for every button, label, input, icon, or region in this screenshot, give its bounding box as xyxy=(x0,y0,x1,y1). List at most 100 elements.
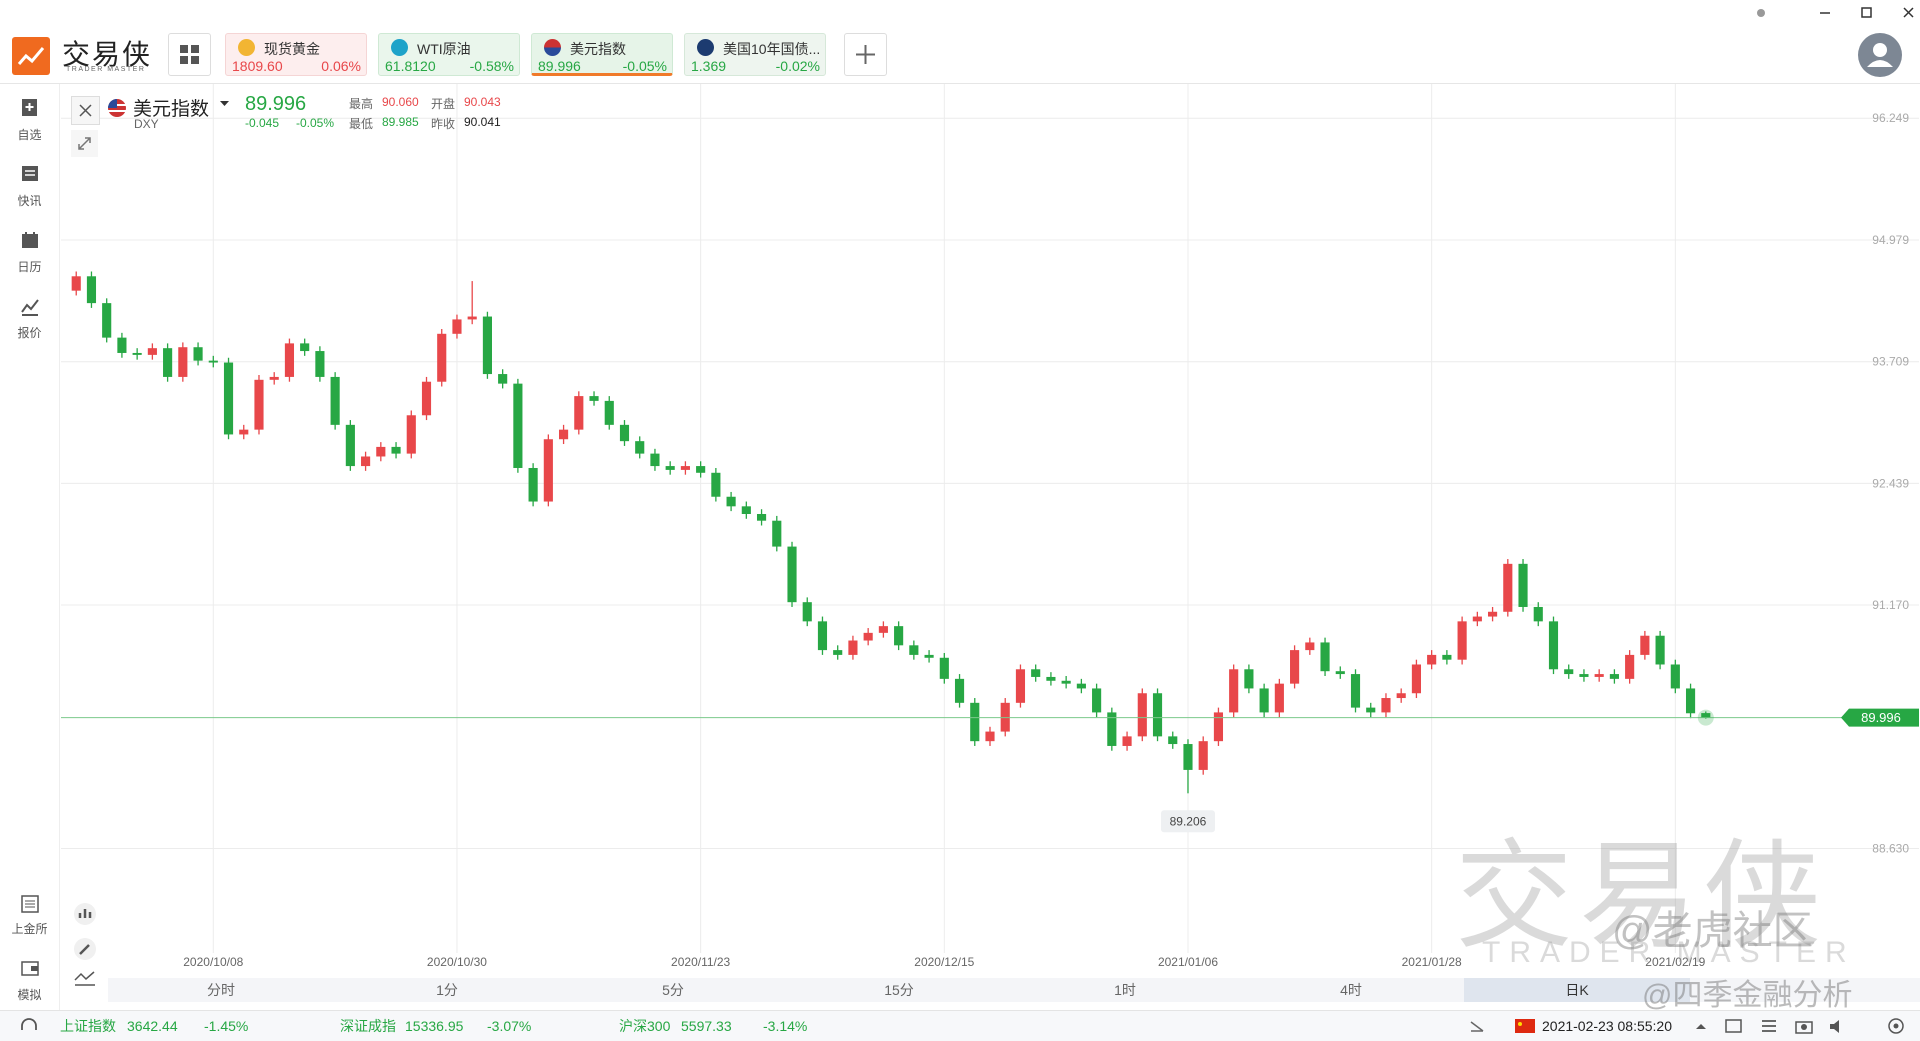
candle-body xyxy=(970,702,980,742)
candle-body xyxy=(345,424,355,467)
candle-body xyxy=(269,376,279,380)
timeframe-tab[interactable]: 5分 xyxy=(662,982,684,998)
watermark-sub: TRADER MASTER xyxy=(1482,936,1856,969)
add-tab-button[interactable] xyxy=(844,33,887,76)
stat-value: 90.060 xyxy=(382,95,419,109)
tab-name: 美元指数 xyxy=(570,41,626,57)
candle-body xyxy=(513,383,523,468)
candle-body xyxy=(498,374,508,384)
index-value: 15336.95 xyxy=(405,1018,464,1034)
candle-body xyxy=(650,453,660,467)
index-value: 3642.44 xyxy=(127,1018,178,1034)
candle-body xyxy=(772,520,782,547)
candle-body xyxy=(437,333,447,382)
headset-icon[interactable] xyxy=(20,1018,38,1034)
candle-body xyxy=(559,429,569,440)
sidebar-label[interactable]: 快讯 xyxy=(17,194,42,208)
shrink-button[interactable] xyxy=(71,130,98,157)
tab-name: 现货黄金 xyxy=(264,41,320,57)
candle-body xyxy=(848,640,858,655)
sidebar-icon[interactable] xyxy=(20,230,40,250)
candle-body xyxy=(117,337,127,353)
sidebar-icon[interactable] xyxy=(20,164,40,184)
candle-body xyxy=(223,362,234,435)
index-name[interactable]: 深证成指 xyxy=(340,1018,396,1034)
watermark: 交易侠 xyxy=(1455,831,1828,963)
credit: @四季金融分析 xyxy=(1642,979,1853,1012)
quote-tab[interactable]: 美国10年国债... 1.369 -0.02% xyxy=(684,33,826,76)
timeframe-tab-selected[interactable]: 日K xyxy=(1464,978,1690,1002)
tab-change: 0.06% xyxy=(321,58,361,74)
price-change-pct: -0.05% xyxy=(296,116,335,130)
x-tick-label: 2020/10/30 xyxy=(427,955,487,969)
stat-value: 90.041 xyxy=(464,115,501,129)
min-price-box xyxy=(1160,810,1215,833)
grid-icon xyxy=(180,45,199,64)
timeframe-tab[interactable]: 1分 xyxy=(436,982,458,998)
candle-body xyxy=(787,546,797,603)
timeframe-tab[interactable]: 15分 xyxy=(884,982,914,998)
quote-tab[interactable]: WTI原油 61.8120 -0.58% xyxy=(378,33,520,76)
candle-body xyxy=(985,731,995,742)
tab-change: -0.05% xyxy=(622,58,667,74)
candle-body xyxy=(574,396,584,430)
candle-body xyxy=(528,467,538,502)
instrument-name[interactable]: 美元指数 xyxy=(133,99,210,120)
sidebar-icon[interactable] xyxy=(20,296,40,316)
candle-body xyxy=(1442,654,1452,660)
last-price: 89.996 xyxy=(245,93,307,115)
index-name[interactable]: 沪深300 xyxy=(619,1018,671,1034)
candle-body xyxy=(1670,664,1680,689)
chart-tools[interactable] xyxy=(72,902,98,998)
candle-body xyxy=(1411,664,1421,694)
candle-body xyxy=(1061,680,1071,684)
dropdown-caret[interactable] xyxy=(220,100,230,108)
x-tick-label: 2021/01/06 xyxy=(1158,955,1218,969)
status-icons[interactable] xyxy=(1696,1017,1916,1035)
candle-body xyxy=(1366,707,1376,713)
quote-tab-selected[interactable]: 美元指数 89.996 -0.05% xyxy=(531,33,673,76)
candle-body xyxy=(147,348,157,355)
sidebar-icon[interactable] xyxy=(20,958,40,978)
timeframe-tab[interactable]: 分时 xyxy=(207,982,235,998)
index-name[interactable]: 上证指数 xyxy=(60,1018,116,1034)
candle-body xyxy=(467,316,477,320)
candle-body xyxy=(1305,642,1315,651)
candle-body xyxy=(1564,669,1574,675)
tab-price: 1.369 xyxy=(691,58,727,74)
sidebar-label[interactable]: 模拟 xyxy=(17,988,42,1002)
sidebar-icon[interactable] xyxy=(20,98,40,118)
sidebar-label[interactable]: 自选 xyxy=(17,128,42,142)
candle-body xyxy=(482,316,492,375)
header: 交易侠 TRADER MASTER 现货黄金 1809.60 0.06% WTI… xyxy=(0,0,1920,84)
layout-button[interactable] xyxy=(168,33,211,76)
candle-body xyxy=(635,441,645,454)
timeframe-tab[interactable]: 1时 xyxy=(1114,982,1136,998)
candle-body xyxy=(391,446,401,454)
stat-label: 最高 xyxy=(349,97,374,111)
candle-body xyxy=(726,496,736,507)
plus-icon xyxy=(856,45,875,64)
candle-body xyxy=(604,400,614,425)
sidebar-label[interactable]: 上金所 xyxy=(11,922,48,936)
sidebar-label[interactable]: 报价 xyxy=(17,326,42,340)
avatar[interactable] xyxy=(1857,32,1903,78)
candle-body xyxy=(1092,688,1102,713)
timeframe-tab[interactable]: 4时 xyxy=(1340,982,1362,998)
candle-body xyxy=(1594,674,1604,677)
sidebar-label[interactable]: 日历 xyxy=(17,260,42,274)
candle-body xyxy=(330,376,340,425)
tab-icon xyxy=(391,39,408,56)
sidebar: 自选 快讯 日历 报价 上金所 模拟 xyxy=(0,84,60,1010)
candle-body xyxy=(284,343,295,377)
sidebar-icon[interactable] xyxy=(20,894,40,914)
index-value: 5597.33 xyxy=(681,1018,732,1034)
index-change: -3.07% xyxy=(487,1018,532,1034)
quote-tab[interactable]: 现货黄金 1809.60 0.06% xyxy=(225,33,367,76)
link-icon[interactable] xyxy=(1468,1018,1486,1034)
window-controls[interactable] xyxy=(1740,0,1920,26)
candle-body xyxy=(1472,616,1482,622)
tab-price: 1809.60 xyxy=(232,58,283,74)
close-chart-button[interactable] xyxy=(71,96,100,125)
